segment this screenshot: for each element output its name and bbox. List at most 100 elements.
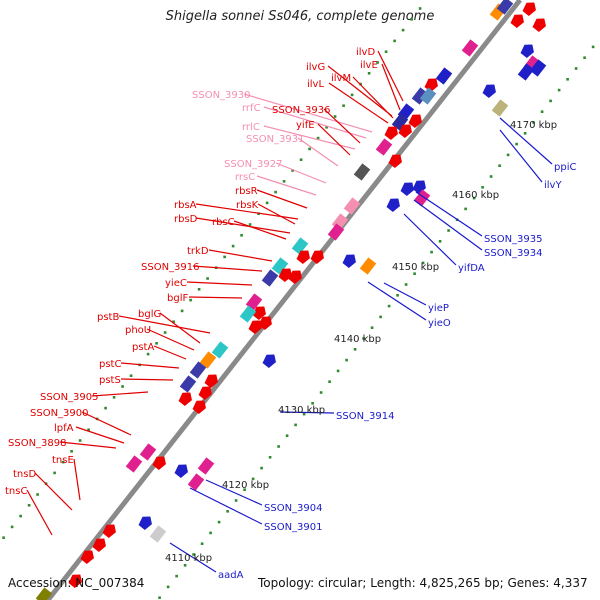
gene-label-rrsC[interactable]: rrsC bbox=[235, 172, 255, 183]
gene-label-ilvY[interactable]: ilvY bbox=[544, 180, 562, 191]
feature-arrow-37[interactable] bbox=[203, 371, 221, 389]
gene-label-ilvG[interactable]: ilvG bbox=[306, 62, 325, 73]
feature-arrow-60[interactable] bbox=[137, 513, 155, 531]
feature-arrow-53[interactable] bbox=[385, 195, 403, 213]
gene-label-SSON_3936[interactable]: SSON_3936 bbox=[272, 105, 331, 116]
gene-label-rrlC[interactable]: rrlC bbox=[242, 122, 260, 133]
feature-arrow-4[interactable] bbox=[521, 0, 539, 17]
feature-block-30[interactable] bbox=[239, 305, 257, 323]
feature-arrow-16[interactable] bbox=[387, 151, 405, 169]
gene-label-SSON_3904[interactable]: SSON_3904 bbox=[264, 503, 323, 514]
gene-label-ilvD[interactable]: ilvD bbox=[356, 47, 375, 58]
gene-label-bglG[interactable]: bglG bbox=[138, 309, 161, 320]
feature-arrow-3[interactable] bbox=[531, 15, 549, 33]
feature-block-35[interactable] bbox=[189, 361, 207, 379]
feature-arrow-32[interactable] bbox=[257, 313, 275, 331]
feature-block-48[interactable] bbox=[149, 525, 167, 543]
feature-arrow-39[interactable] bbox=[177, 389, 195, 407]
gene-label-SSON_3900[interactable]: SSON_3900 bbox=[30, 408, 89, 419]
gene-label-trkD[interactable]: trkD bbox=[187, 246, 209, 257]
feature-arrow-27[interactable] bbox=[287, 267, 305, 285]
feature-arrow-13[interactable] bbox=[397, 121, 415, 139]
gene-label-ilvM[interactable]: ilvM bbox=[331, 73, 351, 84]
gene-label-rbsR[interactable]: rbsR bbox=[235, 186, 258, 197]
gene-label-SSON_3901[interactable]: SSON_3901 bbox=[264, 522, 323, 533]
gene-label-ilvE[interactable]: ilvE bbox=[360, 60, 378, 71]
feature-arrow-29[interactable] bbox=[251, 303, 269, 321]
feature-arrow-26[interactable] bbox=[277, 265, 295, 283]
feature-arrow-14[interactable] bbox=[383, 123, 401, 141]
feature-block-11[interactable] bbox=[391, 113, 409, 131]
gene-label-pstS[interactable]: pstS bbox=[99, 375, 121, 386]
feature-arrow-12[interactable] bbox=[407, 111, 425, 129]
gene-label-SSON_3935[interactable]: SSON_3935 bbox=[484, 234, 543, 245]
feature-block-36[interactable] bbox=[179, 375, 197, 393]
gene-label-yieC[interactable]: yieC bbox=[165, 278, 187, 289]
feature-block-34[interactable] bbox=[199, 351, 217, 369]
gene-label-tnsC[interactable]: tnsC bbox=[5, 486, 27, 497]
gene-label-SSON_3927[interactable]: SSON_3927 bbox=[224, 159, 283, 170]
gene-label-SSON_3916[interactable]: SSON_3916 bbox=[141, 262, 200, 273]
feature-arrow-59[interactable] bbox=[173, 461, 191, 479]
feature-arrow-46[interactable] bbox=[101, 521, 119, 539]
gene-label-pstA[interactable]: pstA bbox=[132, 342, 154, 353]
feature-block-18[interactable] bbox=[343, 197, 361, 215]
gene-label-rbsK[interactable]: rbsK bbox=[236, 200, 259, 211]
feature-block-55[interactable] bbox=[359, 257, 377, 275]
feature-block-6[interactable] bbox=[435, 67, 453, 85]
feature-block-64[interactable] bbox=[517, 63, 535, 81]
feature-block-24[interactable] bbox=[271, 257, 289, 275]
feature-block-63[interactable] bbox=[529, 59, 547, 77]
gene-label-bglF[interactable]: bglF bbox=[167, 293, 188, 304]
feature-arrow-23[interactable] bbox=[309, 247, 327, 265]
gene-label-ilvL[interactable]: ilvL bbox=[307, 79, 324, 90]
feature-block-66[interactable] bbox=[491, 99, 509, 117]
gene-label-rrfC[interactable]: rrfC bbox=[242, 103, 261, 114]
feature-block-17[interactable] bbox=[353, 163, 371, 181]
gene-label-yieO[interactable]: yieO bbox=[428, 318, 451, 329]
feature-arrow-54[interactable] bbox=[341, 251, 359, 269]
feature-arrow-40[interactable] bbox=[191, 397, 209, 415]
feature-block-20[interactable] bbox=[327, 223, 345, 241]
feature-arrow-56[interactable] bbox=[261, 351, 279, 369]
feature-arrow-61[interactable] bbox=[519, 41, 537, 59]
gene-label-yifE[interactable]: yifE bbox=[296, 120, 315, 131]
feature-arrow-22[interactable] bbox=[295, 247, 313, 265]
gene-label-phoU[interactable]: phoU bbox=[125, 325, 151, 336]
gene-label-rbsC[interactable]: rbsC bbox=[212, 217, 235, 228]
feature-arrow-2[interactable] bbox=[509, 11, 527, 29]
gene-label-rbsD[interactable]: rbsD bbox=[174, 214, 198, 225]
feature-arrow-47[interactable] bbox=[67, 571, 85, 589]
gene-label-rbsA[interactable]: rbsA bbox=[174, 200, 197, 211]
feature-arrow-31[interactable] bbox=[247, 317, 265, 335]
gene-label-ppiC[interactable]: ppiC bbox=[554, 162, 576, 173]
feature-block-28[interactable] bbox=[245, 293, 263, 311]
feature-block-21[interactable] bbox=[291, 237, 309, 255]
feature-arrow-45[interactable] bbox=[79, 547, 97, 565]
feature-block-15[interactable] bbox=[375, 138, 393, 156]
gene-label-SSON_3914[interactable]: SSON_3914 bbox=[336, 411, 395, 422]
gene-label-yifDA[interactable]: yifDA bbox=[458, 263, 485, 274]
gene-label-SSON_3905[interactable]: SSON_3905 bbox=[40, 392, 99, 403]
gene-label-tnsE[interactable]: tnsE bbox=[52, 455, 74, 466]
feature-block-25[interactable] bbox=[261, 269, 279, 287]
feature-arrow-51[interactable] bbox=[399, 179, 417, 197]
feature-arrow-65[interactable] bbox=[481, 81, 499, 99]
gene-label-SSON_3934[interactable]: SSON_3934 bbox=[484, 248, 543, 259]
feature-block-58[interactable] bbox=[187, 473, 205, 491]
feature-block-9[interactable] bbox=[419, 87, 437, 105]
gene-label-lpfA[interactable]: lpfA bbox=[54, 423, 74, 434]
feature-arrow-44[interactable] bbox=[91, 535, 109, 553]
feature-arrow-38[interactable] bbox=[197, 383, 215, 401]
gene-label-yieP[interactable]: yieP bbox=[428, 303, 449, 314]
feature-block-43[interactable] bbox=[125, 455, 143, 473]
feature-block-41[interactable] bbox=[139, 443, 157, 461]
gene-label-SSON_3930[interactable]: SSON_3930 bbox=[192, 90, 251, 101]
feature-block-57[interactable] bbox=[197, 457, 215, 475]
gene-label-SSON_3931[interactable]: SSON_3931 bbox=[246, 134, 305, 145]
gene-label-aadA[interactable]: aadA bbox=[218, 570, 244, 581]
feature-block-49[interactable] bbox=[35, 587, 53, 600]
gene-label-SSON_3898[interactable]: SSON_3898 bbox=[8, 438, 67, 449]
feature-block-1[interactable] bbox=[496, 0, 514, 15]
